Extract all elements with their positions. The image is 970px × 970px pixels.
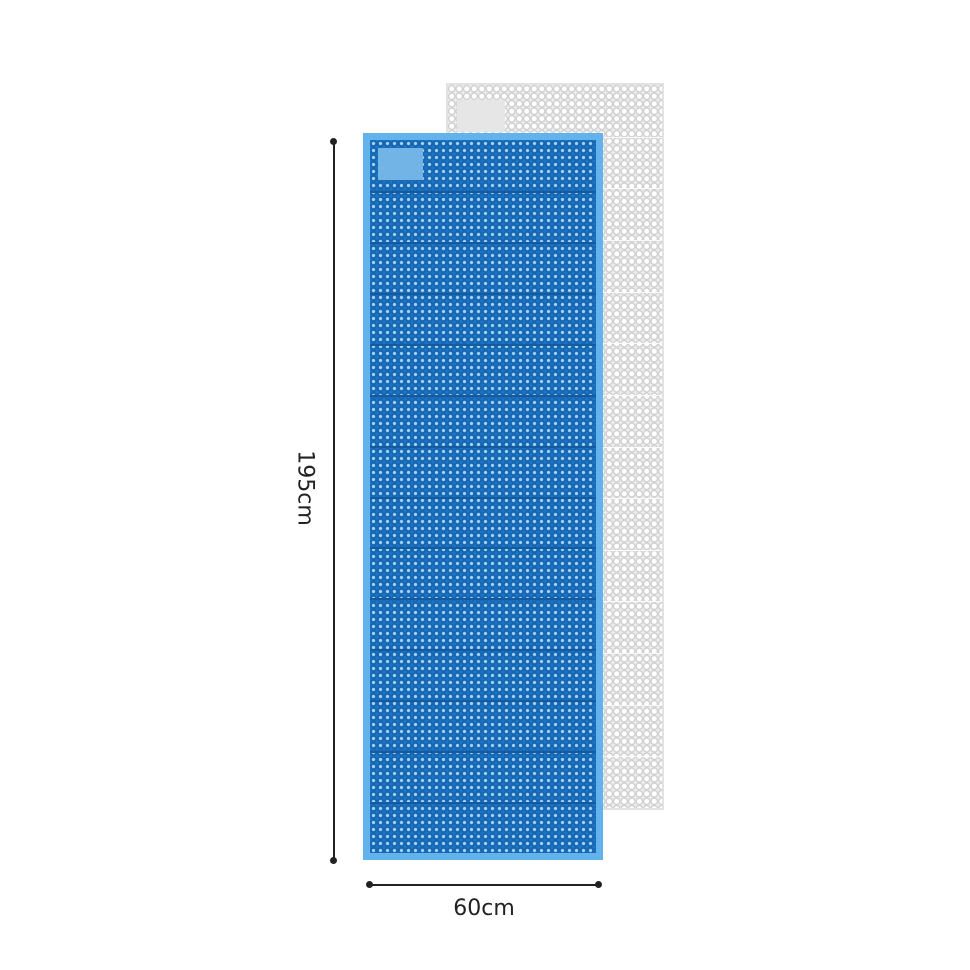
fold-line	[370, 343, 596, 346]
fold-line	[370, 292, 596, 295]
mountain-logo-icon	[457, 100, 505, 132]
blue-mat-surface	[370, 140, 596, 853]
fold-line	[370, 802, 596, 805]
fold-line	[370, 598, 596, 601]
dimension-endpoint	[595, 881, 602, 888]
fold-line	[370, 445, 596, 448]
fold-line	[370, 649, 596, 652]
fold-line	[370, 496, 596, 499]
length-label: 195cm	[292, 450, 318, 526]
fold-line	[370, 241, 596, 244]
dimension-endpoint	[330, 138, 337, 145]
blue-mat	[363, 133, 603, 860]
fold-line	[370, 751, 596, 754]
length-dimension-line	[333, 141, 335, 860]
fold-line	[370, 190, 596, 193]
fold-line	[370, 547, 596, 550]
fold-line	[370, 700, 596, 703]
width-label: 60cm	[453, 896, 515, 921]
mountain-logo-icon	[378, 148, 423, 180]
dimension-endpoint	[330, 857, 337, 864]
width-dimension-line	[369, 884, 599, 886]
dimension-endpoint	[366, 881, 373, 888]
fold-line	[370, 394, 596, 397]
